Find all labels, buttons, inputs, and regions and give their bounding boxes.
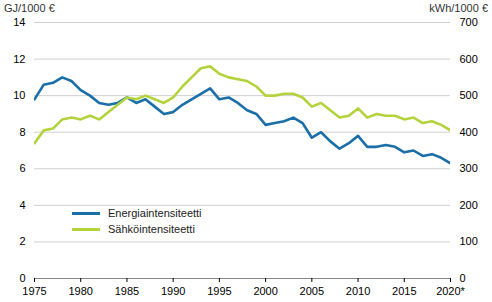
svg-text:2000: 2000 bbox=[253, 285, 277, 297]
svg-text:0: 0 bbox=[460, 272, 466, 284]
svg-text:4: 4 bbox=[19, 199, 25, 211]
svg-text:500: 500 bbox=[460, 89, 478, 101]
svg-text:2010: 2010 bbox=[346, 285, 370, 297]
svg-text:2020*: 2020* bbox=[436, 285, 465, 297]
html-text:GJ/1000 €: GJ/1000 € bbox=[4, 2, 55, 14]
svg-text:1985: 1985 bbox=[115, 285, 139, 297]
svg-text:100: 100 bbox=[460, 235, 478, 247]
svg-text:1995: 1995 bbox=[207, 285, 231, 297]
svg-text:200: 200 bbox=[460, 199, 478, 211]
svg-text:8: 8 bbox=[19, 126, 25, 138]
svg-text:1990: 1990 bbox=[161, 285, 185, 297]
svg-text:2: 2 bbox=[19, 235, 25, 247]
svg-text:2015: 2015 bbox=[392, 285, 416, 297]
html-text:Energiaintensiteetti: Energiaintensiteetti bbox=[108, 207, 202, 219]
svg-text:600: 600 bbox=[460, 53, 478, 65]
svg-text:2005: 2005 bbox=[300, 285, 324, 297]
html-text:kWh/1000 €: kWh/1000 € bbox=[429, 2, 488, 14]
svg-text:12: 12 bbox=[13, 53, 25, 65]
svg-text:1975: 1975 bbox=[22, 285, 46, 297]
svg-text:400: 400 bbox=[460, 126, 478, 138]
svg-text:300: 300 bbox=[460, 162, 478, 174]
svg-text:700: 700 bbox=[460, 16, 478, 28]
svg-text:14: 14 bbox=[13, 16, 25, 28]
svg-text:6: 6 bbox=[19, 162, 25, 174]
svg-text:1980: 1980 bbox=[68, 285, 92, 297]
svg-text:10: 10 bbox=[13, 89, 25, 101]
html-text:Sähköintensiteetti: Sähköintensiteetti bbox=[108, 223, 195, 235]
svg-text:0: 0 bbox=[19, 272, 25, 284]
